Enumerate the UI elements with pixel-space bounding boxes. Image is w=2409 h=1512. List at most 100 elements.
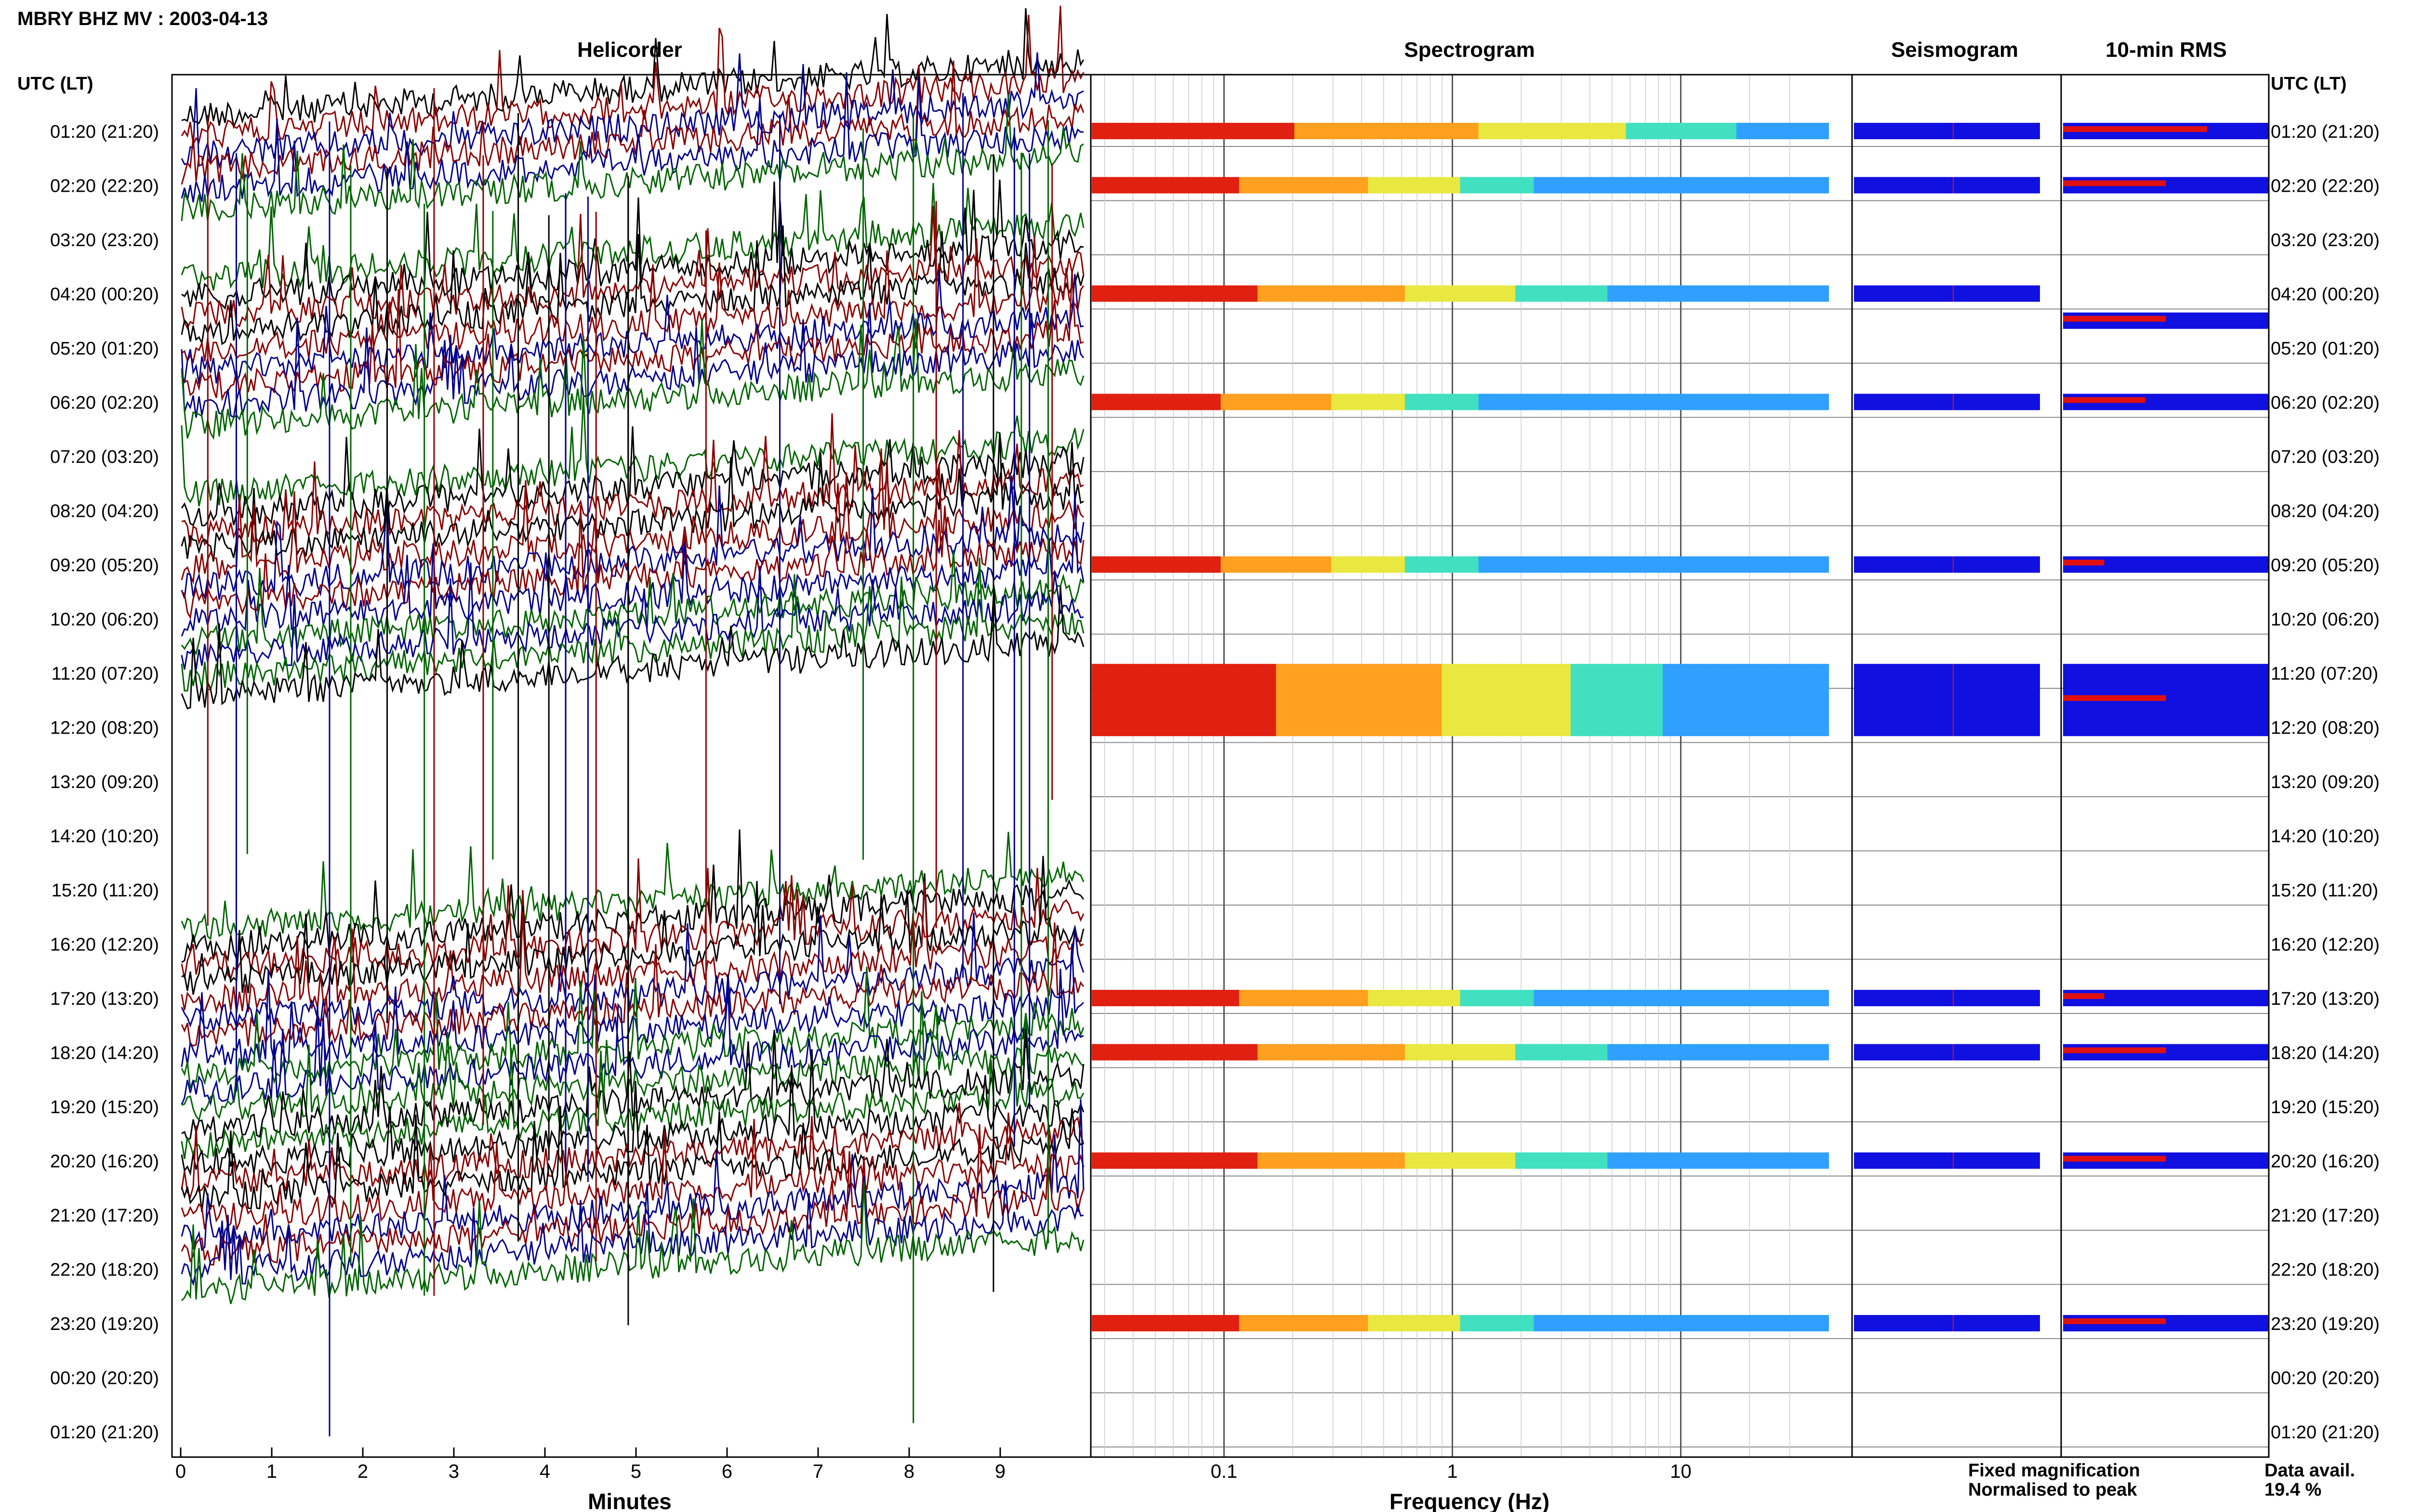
rms-normalised-bar — [2063, 560, 2105, 565]
spectrogram-cell — [1294, 1044, 1313, 1061]
seismogram-title: Seismogram — [1891, 38, 2018, 62]
spectrogram-cell — [1460, 1044, 1479, 1061]
spectrogram-cell — [1460, 285, 1479, 302]
minute-tick-label: 4 — [540, 1461, 550, 1482]
spectrogram-cell — [1718, 1315, 1737, 1331]
spectrogram-cell — [1368, 1044, 1387, 1061]
legend-normalised-to-peak: Normalised to peak — [1968, 1480, 2137, 1500]
spectrogram-cell — [1460, 177, 1479, 194]
spectrogram-cell — [1386, 1152, 1405, 1169]
time-label-right: 14:20 (10:20) — [2271, 827, 2380, 847]
spectrogram-cell — [1773, 1315, 1792, 1331]
spectrogram-cell — [1368, 556, 1387, 573]
spectrogram-cell — [1184, 177, 1203, 194]
spectrogram-cell — [1147, 664, 1166, 736]
spectrogram-cell — [1662, 394, 1682, 410]
spectrogram-cell — [1478, 664, 1497, 736]
spectrogram-cell — [1312, 177, 1332, 194]
spectrogram-cell — [1496, 177, 1516, 194]
spectrogram-cell — [1626, 177, 1645, 194]
spectrogram-cell — [1810, 556, 1829, 573]
time-label-right: 22:20 (18:20) — [2271, 1260, 2380, 1280]
spectrogram-cell — [1773, 1152, 1792, 1169]
seismogram-block — [1854, 1152, 2040, 1169]
spectrogram-cell — [1773, 394, 1792, 410]
spectrogram-cell — [1239, 285, 1258, 302]
spectrogram-cell — [1165, 177, 1185, 194]
spectrogram-cell — [1331, 664, 1350, 736]
spectrogram-cell — [1718, 1152, 1737, 1169]
spectrogram-cell — [1534, 556, 1553, 573]
spectrogram-cell — [1165, 285, 1185, 302]
spectrogram-cell — [1331, 1315, 1350, 1331]
spectrogram-cell — [1534, 177, 1553, 194]
spectrogram-cell — [1442, 990, 1461, 1006]
spectrogram-cell — [1589, 123, 1608, 139]
spectrogram-cell — [1110, 1315, 1129, 1331]
time-label-right: 18:20 (14:20) — [2271, 1043, 2380, 1064]
spectrogram-cell — [1496, 123, 1516, 139]
spectrogram-cell — [1736, 1044, 1756, 1061]
spectrogram-cell — [1386, 1315, 1405, 1331]
spectrogram-cell — [1681, 285, 1700, 302]
seismogram-block — [1854, 990, 2040, 1006]
spectrogram-cell — [1220, 556, 1240, 573]
spectrogram-cell — [1423, 990, 1443, 1006]
spectrogram-cell — [1442, 556, 1461, 573]
spectrogram-cell — [1331, 123, 1350, 139]
spectrogram-cell — [1626, 990, 1645, 1006]
spectrogram-cell — [1276, 1044, 1295, 1061]
spectrogram-cell — [1092, 1152, 1111, 1169]
helicorder-trace — [181, 394, 1085, 507]
seismogram-block — [1854, 177, 2040, 194]
time-label-left: 18:20 (14:20) — [50, 1043, 159, 1064]
spectrogram-cell — [1810, 177, 1829, 194]
spectrogram-cell — [1092, 1044, 1111, 1061]
time-label-left: 10:20 (06:20) — [50, 610, 159, 630]
spectrogram-cell — [1128, 1044, 1148, 1061]
spectrogram-cell — [1644, 664, 1663, 736]
spectrogram-cell — [1570, 1044, 1590, 1061]
time-label-right: 15:20 (11:20) — [2271, 881, 2378, 901]
spectrogram-cell — [1773, 285, 1792, 302]
spectrogram-cell — [1791, 177, 1811, 194]
rms-bars — [2063, 123, 2269, 1331]
seismogram-block — [1854, 1044, 2040, 1061]
helicorder-trace — [181, 562, 1084, 670]
spectrogram-cell — [1350, 123, 1369, 139]
spectrogram-cell — [1165, 123, 1185, 139]
time-label-right: 17:20 (13:20) — [2271, 989, 2380, 1009]
time-label-left: 20:20 (16:20) — [50, 1152, 159, 1172]
frequency-tick-label: 1 — [1447, 1461, 1457, 1482]
spectrogram-cell — [1239, 123, 1258, 139]
spectrogram-cell — [1202, 990, 1221, 1006]
spectrogram-cell — [1644, 394, 1663, 410]
spectrogram-cell — [1331, 177, 1350, 194]
time-label-right: 09:20 (05:20) — [2271, 555, 2380, 576]
spectrogram-cell — [1478, 177, 1497, 194]
helicorder-trace — [181, 93, 1084, 222]
spectrogram-cell — [1718, 177, 1737, 194]
rms-title: 10-min RMS — [2105, 38, 2227, 62]
spectrogram-cell — [1699, 394, 1719, 410]
spectrogram-cell — [1699, 1315, 1719, 1331]
spectrogram-cell — [1718, 285, 1737, 302]
spectrogram-cell — [1699, 177, 1719, 194]
spectrogram-cell — [1220, 1044, 1240, 1061]
spectrogram-cell — [1736, 556, 1756, 573]
frequency-tick-label: 0.1 — [1211, 1461, 1238, 1482]
helicorder-trace — [181, 1028, 1085, 1144]
spectrogram-cell — [1331, 990, 1350, 1006]
spectrogram-cell — [1773, 664, 1792, 736]
helicorder-trace — [181, 302, 1085, 419]
spectrogram-cell — [1276, 177, 1295, 194]
spectrogram-cell — [1147, 556, 1166, 573]
time-label-left: 02:20 (22:20) — [50, 176, 159, 197]
spectrogram-cell — [1699, 285, 1719, 302]
rms-normalised-bar — [2063, 695, 2166, 701]
spectrogram-cell — [1423, 1152, 1443, 1169]
spectrogram-cell — [1147, 177, 1166, 194]
spectrogram-cell — [1331, 1152, 1350, 1169]
rms-normalised-bar — [2063, 1047, 2166, 1053]
